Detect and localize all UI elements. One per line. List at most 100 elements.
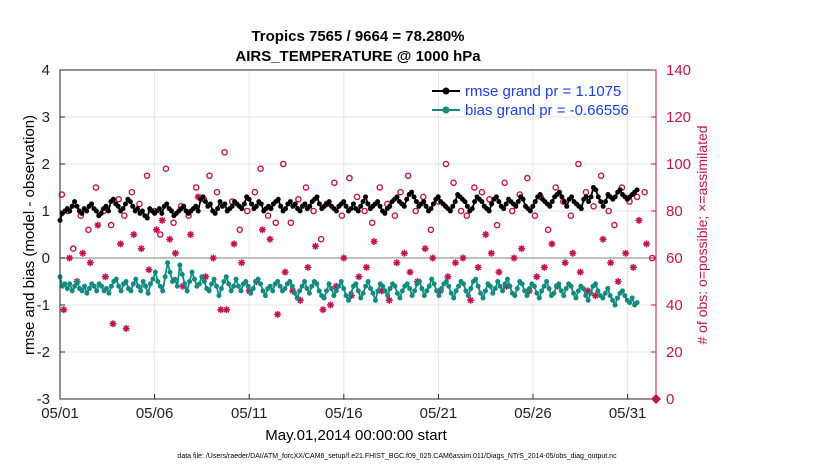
right-tick-label: 60	[666, 250, 683, 267]
assimilated-obs-point	[451, 259, 459, 267]
bias-point	[221, 279, 227, 284]
y-tick-label: -3	[37, 391, 50, 408]
bias-point	[482, 288, 488, 294]
rmse-point	[200, 194, 206, 200]
bias-point	[152, 269, 158, 275]
rmse-point	[302, 201, 308, 207]
rmse-point	[578, 206, 584, 212]
bias-point	[118, 288, 124, 294]
bias-point	[179, 271, 185, 277]
bias-point	[392, 283, 398, 289]
rmse-point	[241, 201, 247, 207]
bias-point	[448, 290, 454, 296]
assimilated-obs-point	[166, 235, 174, 243]
assimilated-obs-point	[79, 249, 87, 257]
chart-subtitle: AIRS_TEMPERATURE @ 1000 hPa	[235, 48, 481, 65]
rmse-point	[67, 208, 73, 214]
rmse-point	[156, 206, 162, 212]
assimilated-obs-point	[429, 254, 437, 262]
rmse-point	[603, 199, 609, 205]
bias-point	[438, 286, 444, 292]
bias-point	[250, 286, 256, 292]
bias-point	[607, 293, 613, 299]
bias-point	[416, 279, 422, 284]
rmse-point	[135, 206, 141, 212]
bias-point	[531, 283, 537, 289]
bias-point	[297, 288, 303, 294]
bias-point	[456, 283, 462, 289]
assimilated-obs-point	[599, 235, 607, 243]
bias-point	[519, 281, 525, 287]
bias-point	[571, 290, 576, 296]
assimilated-obs-point	[145, 266, 153, 274]
bias-point	[502, 281, 508, 287]
assimilated-obs-point	[281, 268, 289, 276]
assimilated-obs-point	[122, 325, 130, 332]
bias-point	[309, 283, 315, 289]
rmse-point	[634, 187, 640, 193]
bias-point	[62, 281, 68, 287]
assimilated-obs-point	[643, 240, 651, 248]
bias-point	[216, 293, 222, 299]
assimilated-obs-point	[209, 254, 217, 262]
x-axis-ticks: 05/01 05/06 05/11 05/16 05/21 05/26 05/31	[41, 394, 646, 422]
bias-point	[67, 281, 73, 287]
possible-obs-point	[136, 200, 143, 208]
possible-obs-point	[590, 202, 597, 210]
bias-point	[294, 295, 300, 301]
rmse-point	[435, 194, 441, 200]
rmse-point	[122, 201, 128, 207]
bias-point	[372, 297, 378, 303]
bias-point	[451, 295, 457, 301]
bias-point	[260, 288, 266, 294]
possible-obs-point	[346, 174, 353, 182]
bias-point	[368, 286, 374, 292]
bias-point	[602, 290, 608, 296]
bias-point	[478, 290, 484, 296]
bias-point	[424, 288, 430, 294]
possible-obs-point	[115, 195, 122, 203]
rmse-point	[297, 208, 303, 214]
assimilated-obs-point	[327, 301, 335, 309]
right-axis-label: # of obs: o=possible; ×=assimilated	[694, 125, 710, 344]
bias-point	[343, 293, 349, 299]
footnote-data-file: data file: /Users/raeder/DAI/ATM_forcXX/…	[177, 453, 617, 460]
bias-point	[622, 293, 628, 299]
assimilated-obs-point	[635, 216, 643, 224]
rmse-point	[84, 208, 90, 214]
assimilated-obs-point	[137, 245, 145, 253]
bias-point	[536, 295, 542, 301]
bias-point	[172, 276, 178, 282]
possible-obs-point	[143, 172, 151, 180]
assimilated-obs-point	[393, 259, 401, 267]
assimilated-obs-point	[474, 263, 482, 271]
y-tick-label: 0	[42, 250, 50, 267]
assimilated-obs-point	[614, 278, 622, 285]
bias-point	[236, 283, 241, 289]
rmse-point	[600, 203, 606, 209]
bias-point	[600, 295, 606, 301]
assimilated-obs-point	[202, 273, 210, 281]
rmse-point	[486, 208, 492, 214]
bias-point	[382, 288, 388, 294]
rmse-point	[246, 196, 252, 202]
bias-point	[165, 260, 171, 266]
rmse-point	[423, 203, 429, 209]
bias-point	[182, 281, 188, 287]
possible-obs-point	[128, 188, 136, 196]
assimilated-obs-point	[467, 296, 475, 304]
bias-point	[375, 288, 381, 294]
rmse-point	[181, 203, 187, 209]
right-tick-label: 140	[666, 62, 691, 79]
bias-point	[231, 283, 237, 289]
bias-point	[583, 293, 589, 299]
bias-point	[191, 276, 197, 282]
bias-point	[91, 283, 97, 289]
bias-point	[534, 290, 540, 296]
possible-obs-point	[92, 184, 100, 191]
bias-point	[497, 283, 503, 289]
bias-point	[135, 283, 141, 289]
possible-obs-point	[58, 191, 66, 198]
x-tick-label: 05/26	[514, 405, 552, 422]
bias-point	[397, 295, 403, 301]
